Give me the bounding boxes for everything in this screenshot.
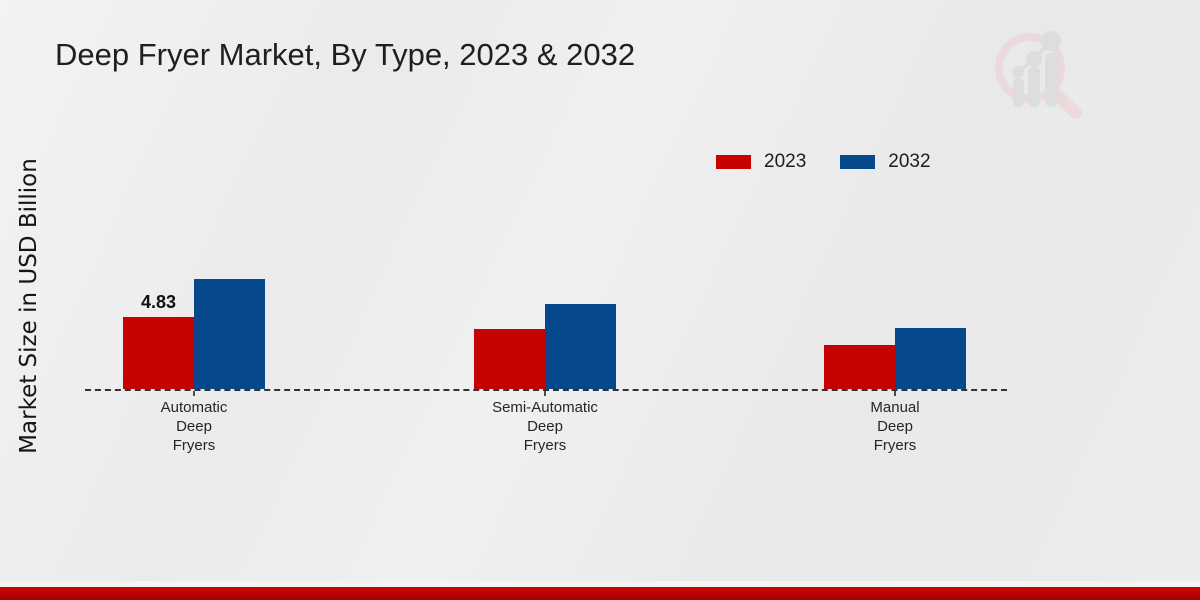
category-label-line: Fryers bbox=[172, 437, 216, 454]
legend: 2023 2032 bbox=[716, 151, 931, 173]
bar-columns-icon bbox=[1013, 53, 1058, 107]
y-axis-label: Market Size in USD Billion bbox=[16, 158, 42, 454]
legend-swatch-icon bbox=[840, 155, 876, 169]
bar-2032-1 bbox=[545, 304, 616, 389]
legend-label: 2032 bbox=[888, 151, 931, 172]
x-axis-tick bbox=[894, 391, 896, 396]
x-axis-tick bbox=[193, 391, 195, 396]
category-label-line: Deep bbox=[877, 418, 913, 435]
category-label-line: Semi-Automatic bbox=[492, 399, 598, 416]
bar-2023-1 bbox=[474, 329, 545, 389]
bar-2023-2 bbox=[824, 345, 895, 389]
footer-accent-bar bbox=[0, 587, 1200, 600]
bar-2023-0 bbox=[123, 317, 194, 389]
bar-data-label: 4.83 bbox=[140, 292, 177, 312]
category-label-line: Automatic bbox=[160, 399, 228, 416]
legend-item-2023: 2023 bbox=[716, 151, 806, 173]
chart-title: Deep Fryer Market, By Type, 2023 & 2032 bbox=[55, 37, 636, 72]
growth-dots-icon bbox=[1012, 31, 1061, 78]
bar-2032-2 bbox=[895, 328, 966, 389]
category-label-1: Semi-Automatic Deep Fryers bbox=[465, 398, 625, 455]
x-axis-tick bbox=[544, 391, 546, 396]
x-axis-baseline bbox=[85, 389, 1007, 391]
category-label-line: Manual bbox=[870, 399, 920, 416]
category-label-2: Manual Deep Fryers bbox=[815, 398, 975, 455]
category-label-line: Deep bbox=[527, 418, 563, 435]
category-label-line: Fryers bbox=[873, 437, 917, 454]
category-label-line: Deep bbox=[176, 418, 212, 435]
legend-label: 2023 bbox=[764, 151, 807, 172]
category-label-0: Automatic Deep Fryers bbox=[114, 398, 274, 455]
legend-item-2032: 2032 bbox=[840, 151, 931, 173]
bar-2032-0 bbox=[194, 279, 265, 389]
footer-divider bbox=[0, 581, 1200, 587]
category-label-line: Fryers bbox=[523, 437, 567, 454]
legend-swatch-icon bbox=[716, 155, 751, 169]
brand-watermark-logo bbox=[995, 31, 1082, 119]
